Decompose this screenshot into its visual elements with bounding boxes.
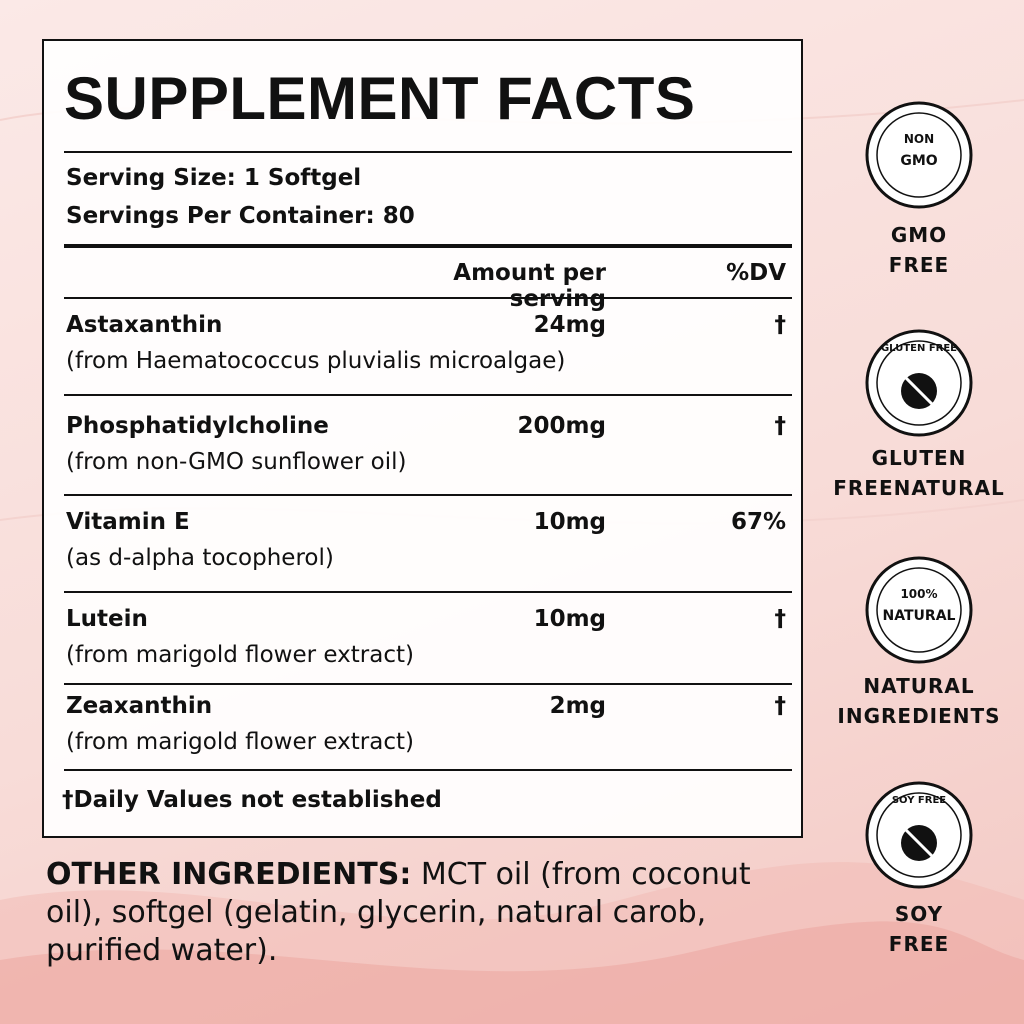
nutrient-name: Astaxanthin	[66, 312, 223, 338]
nutrient-amount: 2mg	[549, 693, 606, 719]
rule	[64, 591, 792, 593]
other-ingredients: OTHER INGREDIENTS: MCT oil (from coconut…	[46, 856, 786, 970]
nutrient-source: (from marigold flower extract)	[66, 642, 414, 668]
badge-icon-text: GLUTEN FREE	[881, 343, 957, 354]
badge-icon: GLUTEN FREE	[865, 329, 973, 437]
rule	[64, 769, 792, 771]
nutrient-name: Phosphatidylcholine	[66, 413, 329, 439]
badge-label: GLUTEN	[871, 446, 967, 470]
rule	[64, 494, 792, 496]
nutrient-amount: 10mg	[533, 509, 606, 535]
servings-per-container: Servings Per Container: 80	[66, 203, 415, 229]
nutrient-name: Lutein	[66, 606, 148, 632]
badge-inner-ring	[876, 567, 962, 653]
dv-header: %DV	[726, 260, 786, 286]
panel-title: SUPPLEMENT FACTS	[64, 65, 696, 132]
badge-icon: NON GMO	[865, 101, 973, 209]
rule	[64, 683, 792, 685]
nutrient-amount: 24mg	[533, 312, 606, 338]
badge-strike	[903, 827, 935, 859]
serving-size: Serving Size: 1 Softgel	[66, 165, 362, 191]
badge-inner-ring	[876, 792, 962, 878]
badge-inner-ring	[876, 112, 962, 198]
nutrient-dv: †	[774, 413, 787, 439]
nutrient-name: Vitamin E	[66, 509, 190, 535]
badge-icon-text: 100%	[900, 587, 937, 601]
rule	[64, 244, 792, 248]
badge-icon-text: SOY FREE	[892, 795, 946, 806]
badge-icon: 100% NATURAL	[865, 556, 973, 664]
nutrient-source: (from marigold flower extract)	[66, 729, 414, 755]
badge-ring	[865, 556, 973, 664]
nutrient-amount: 200mg	[517, 413, 606, 439]
nutrient-source: (from Haematococcus pluvialis microalgae…	[66, 348, 566, 374]
badge-ring	[865, 101, 973, 209]
badge-strike	[903, 375, 935, 407]
nutrient-dv: †	[774, 606, 787, 632]
nutrient-source: (from non-GMO sunflower oil)	[66, 449, 407, 475]
badge-label: GMO	[890, 223, 948, 247]
nutrient-name: Zeaxanthin	[66, 693, 213, 719]
footnote: †Daily Values not established	[62, 787, 442, 813]
badge-icon-text: NON	[904, 132, 934, 146]
badge-label: SOY	[894, 902, 944, 926]
badge-label: FREENATURAL	[833, 476, 1005, 500]
badge-icon-text: NATURAL	[883, 608, 956, 624]
other-ingredients-text: MCT oil (from coconut oil), softgel (gel…	[46, 857, 751, 968]
other-ingredients-label: OTHER INGREDIENTS:	[46, 857, 412, 892]
nutrient-dv: †	[774, 693, 787, 719]
nutrient-amount: 10mg	[533, 606, 606, 632]
badge-label: NATURAL	[863, 674, 975, 698]
nutrient-dv: 67%	[730, 509, 786, 535]
badge-label: INGREDIENTS	[837, 704, 1001, 728]
rule	[64, 151, 792, 153]
nutrient-dv: †	[774, 312, 787, 338]
rule	[64, 297, 792, 299]
badge-label: FREE	[888, 932, 950, 956]
nutrient-source: (as d-alpha tocopherol)	[66, 545, 334, 571]
badge-label: FREE	[888, 253, 950, 277]
badge-inner-ring	[876, 340, 962, 426]
rule	[64, 394, 792, 396]
facts-panel	[42, 39, 803, 838]
badge-icon-text: GMO	[900, 153, 937, 169]
amount-header: Amount per serving	[453, 260, 606, 312]
badge-icon: SOY FREE	[865, 781, 973, 889]
